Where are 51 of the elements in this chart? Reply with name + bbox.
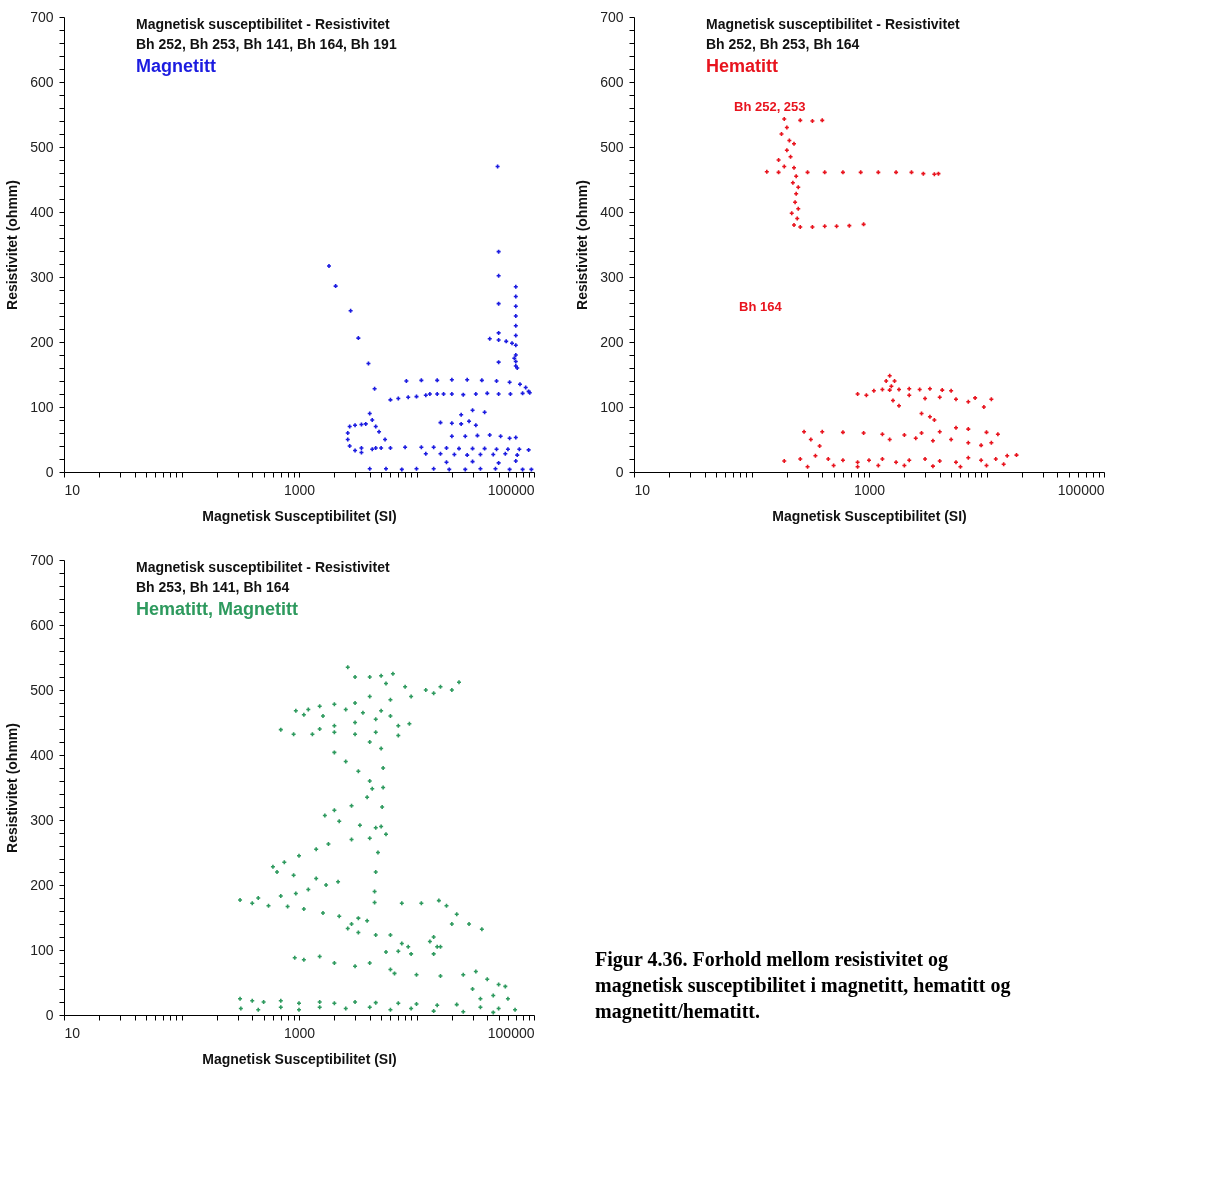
- chart-title: Magnetisk susceptibilitet - Resistivitet: [706, 16, 960, 32]
- chart-title: Magnetisk susceptibilitet - Resistivitet: [136, 559, 390, 575]
- annotation: Bh 252, 253: [734, 99, 806, 114]
- text: Bh 253, Bh 141, Bh 164: [136, 579, 290, 595]
- y-tick-label: 100: [30, 941, 54, 958]
- y-tick-label: 700: [30, 8, 54, 25]
- x-tick-label: 1000: [853, 481, 886, 498]
- y-tick-label: 700: [600, 8, 624, 25]
- y-tick-label: 400: [600, 203, 624, 220]
- y-tick-label: 200: [30, 333, 54, 350]
- chart-title: Magnetisk susceptibilitet - Resistivitet: [136, 16, 390, 32]
- text: Figur 4.36. Forhold mellom resistivitet og magnetisk susceptibilitet i magnetitt, hematitt og magnetitt/hematitt.: [595, 948, 1011, 1023]
- y-axis-title: Resistivitet (ohmm): [4, 180, 21, 310]
- text: Bh 252, Bh 253, Bh 141, Bh 164, Bh 191: [136, 36, 397, 52]
- y-tick-label: 0: [45, 1006, 54, 1023]
- y-tick-label: 0: [45, 463, 54, 480]
- x-tick-label: 100000: [1057, 481, 1105, 498]
- y-tick-label: 300: [30, 268, 54, 285]
- y-tick-label: 700: [30, 551, 54, 568]
- y-tick-label: 300: [600, 268, 624, 285]
- y-tick-label: 200: [600, 333, 624, 350]
- annotation: Bh 164: [739, 299, 783, 314]
- x-tick-label: 10: [64, 481, 81, 498]
- x-axis-title: Magnetisk Susceptibilitet (SI): [202, 507, 397, 524]
- y-tick-label: 400: [30, 746, 54, 763]
- text: Magnetitt: [136, 56, 216, 76]
- y-tick-label: 500: [30, 138, 54, 155]
- y-tick-label: 600: [600, 73, 624, 90]
- y-tick-label: 100: [600, 398, 624, 415]
- x-tick-label: 100000: [487, 481, 535, 498]
- y-tick-label: 400: [30, 203, 54, 220]
- x-tick-label: 100000: [487, 1024, 535, 1041]
- y-tick-label: 600: [30, 73, 54, 90]
- y-tick-label: 500: [600, 138, 624, 155]
- x-tick-label: 10: [634, 481, 651, 498]
- y-tick-label: 0: [615, 463, 624, 480]
- x-tick-label: 10: [64, 1024, 81, 1041]
- y-tick-label: 100: [30, 398, 54, 415]
- y-tick-label: 200: [30, 876, 54, 893]
- y-axis-title: Resistivitet (ohmm): [574, 180, 591, 310]
- x-axis-title: Magnetisk Susceptibilitet (SI): [772, 507, 967, 524]
- x-tick-label: 1000: [283, 1024, 316, 1041]
- x-axis-title: Magnetisk Susceptibilitet (SI): [202, 1050, 397, 1067]
- x-tick-label: 1000: [283, 481, 316, 498]
- y-tick-label: 600: [30, 616, 54, 633]
- y-tick-label: 500: [30, 681, 54, 698]
- y-tick-label: 300: [30, 811, 54, 828]
- text: Hematitt: [706, 56, 779, 76]
- text: Hematitt, Magnetitt: [136, 599, 299, 619]
- y-axis-title: Resistivitet (ohmm): [4, 723, 21, 853]
- text: Bh 252, Bh 253, Bh 164: [706, 36, 860, 52]
